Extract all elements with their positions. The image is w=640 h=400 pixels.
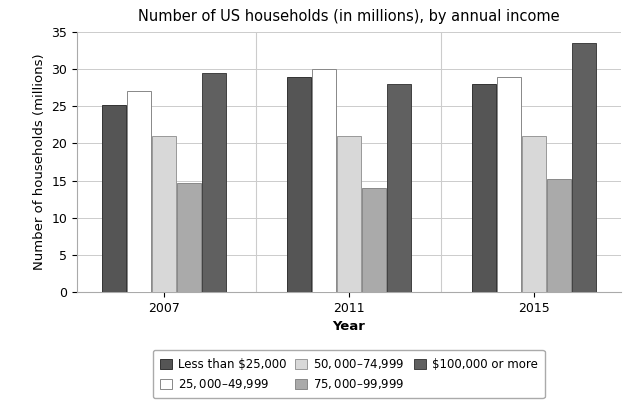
Bar: [572, 43, 596, 292]
Bar: [547, 179, 571, 292]
Bar: [127, 92, 150, 292]
Bar: [387, 84, 411, 292]
Title: Number of US households (in millions), by annual income: Number of US households (in millions), b…: [138, 9, 559, 24]
Bar: [152, 136, 175, 292]
Bar: [312, 69, 336, 292]
Bar: [102, 105, 125, 292]
Bar: [287, 76, 311, 292]
Bar: [497, 76, 521, 292]
Bar: [177, 183, 200, 292]
Bar: [202, 73, 226, 292]
Bar: [337, 136, 361, 292]
Bar: [522, 136, 546, 292]
Bar: [472, 84, 496, 292]
Y-axis label: Number of households (millions): Number of households (millions): [33, 54, 45, 270]
Legend: Less than $25,000, $25,000–$49,999, $50,000–$74,999, $75,000–$99,999, $100,000 o: Less than $25,000, $25,000–$49,999, $50,…: [153, 350, 545, 398]
X-axis label: Year: Year: [332, 320, 365, 333]
Bar: [362, 188, 386, 292]
